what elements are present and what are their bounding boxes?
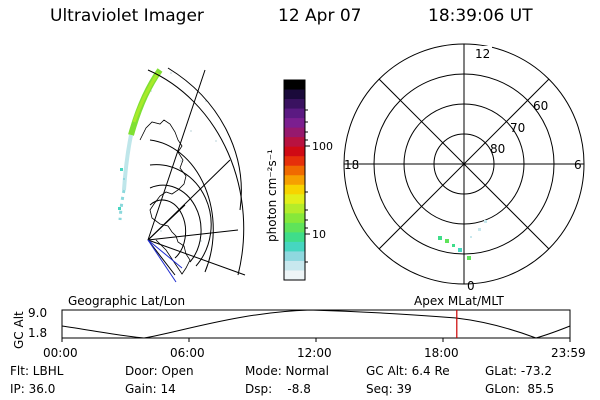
- colorbar-swatch: [284, 146, 305, 157]
- mlt-label-12: 12: [475, 47, 490, 61]
- ground-track: [147, 239, 183, 283]
- x-tick-1800: 18:00: [424, 346, 459, 360]
- y-tick-1-8: 1.8: [28, 326, 48, 340]
- seq-value: Seq: 39: [366, 382, 412, 396]
- lat-label-70: 70: [510, 121, 525, 135]
- colorbar-swatch: [284, 80, 305, 91]
- colorbar-swatch: [284, 232, 305, 243]
- timeline-frame: [61, 309, 571, 339]
- colorbar-swatch: [284, 260, 305, 272]
- geographic-image-panel: [118, 67, 246, 283]
- filter-value: Flt: LBHL: [10, 364, 64, 378]
- time-label: 18:39:06 UT: [428, 6, 533, 26]
- glat-value: GLat: -73.2: [485, 364, 552, 378]
- colorbar-swatch: [284, 270, 305, 281]
- apex-label: Apex MLat/MLT: [414, 294, 504, 308]
- colorbar-swatch: [284, 175, 305, 186]
- altitude-curve: [61, 309, 571, 339]
- mlt-label-6: 6: [574, 158, 582, 172]
- lat-label-80: 80: [490, 142, 505, 156]
- colorbar-swatch: [284, 165, 305, 176]
- colorbar-swatch: [284, 137, 305, 148]
- colorbar-ticks: [305, 109, 310, 263]
- colorbar-tick-100: 100: [312, 140, 333, 153]
- door-status: Door: Open: [125, 364, 194, 378]
- colorbar-swatch: [284, 222, 305, 233]
- gc-alt-value: GC Alt: 6.4 Re: [366, 364, 450, 378]
- colorbar-swatch: [284, 184, 305, 195]
- altitude-timeline: [61, 309, 571, 342]
- instrument-title: Ultraviolet Imager: [50, 6, 204, 26]
- gc-alt-axis-label: GC Alt: [12, 311, 26, 349]
- x-tick-2359: 23:59: [551, 346, 586, 360]
- colorbar-swatch: [284, 241, 305, 253]
- colorbar-swatch: [284, 89, 305, 100]
- colorbar-swatch: [284, 251, 305, 262]
- mlt-label-18: 18: [344, 158, 359, 172]
- x-tick-1200: 12:00: [297, 346, 332, 360]
- colorbar: [284, 80, 305, 281]
- colorbar-frame: [283, 79, 306, 281]
- date-label: 12 Apr 07: [278, 6, 362, 26]
- colorbar-swatch: [284, 118, 305, 129]
- colorbar-swatch: [284, 99, 305, 110]
- mlt-label-0: 0: [467, 279, 475, 293]
- x-tick-0600: 06:00: [170, 346, 205, 360]
- timeline-ticks: [61, 338, 571, 342]
- colorbar-units-label: photon cm⁻²s⁻¹: [265, 149, 279, 242]
- colorbar-swatch: [284, 108, 305, 119]
- y-tick-9: 9.0: [28, 306, 48, 320]
- continent-outline: [139, 119, 191, 275]
- gain-value: Gain: 14: [125, 382, 176, 396]
- geographic-grid: [147, 67, 246, 276]
- geographic-label: Geographic Lat/Lon: [68, 294, 186, 308]
- x-tick-0000: 00:00: [43, 346, 78, 360]
- colorbar-swatch: [284, 194, 305, 205]
- colorbar-swatch: [284, 127, 305, 138]
- auroral-emission: [118, 68, 163, 221]
- mode-value: Mode: Normal: [245, 364, 329, 378]
- colorbar-swatch: [284, 213, 305, 224]
- colorbar-swatch: [284, 203, 305, 214]
- ip-value: IP: 36.0: [10, 382, 56, 396]
- dsp-value: Dsp: -8.8: [245, 382, 311, 396]
- polar-emission: [438, 220, 487, 260]
- glon-value: GLon: 85.5: [485, 382, 555, 396]
- colorbar-tick-10: 10: [312, 228, 326, 241]
- colorbar-swatch: [284, 156, 305, 167]
- background-speckle: [150, 72, 217, 242]
- polar-mlat-mlt-plot: 12 18 6 0 60 70 80: [343, 43, 585, 293]
- lat-label-60: 60: [533, 99, 548, 113]
